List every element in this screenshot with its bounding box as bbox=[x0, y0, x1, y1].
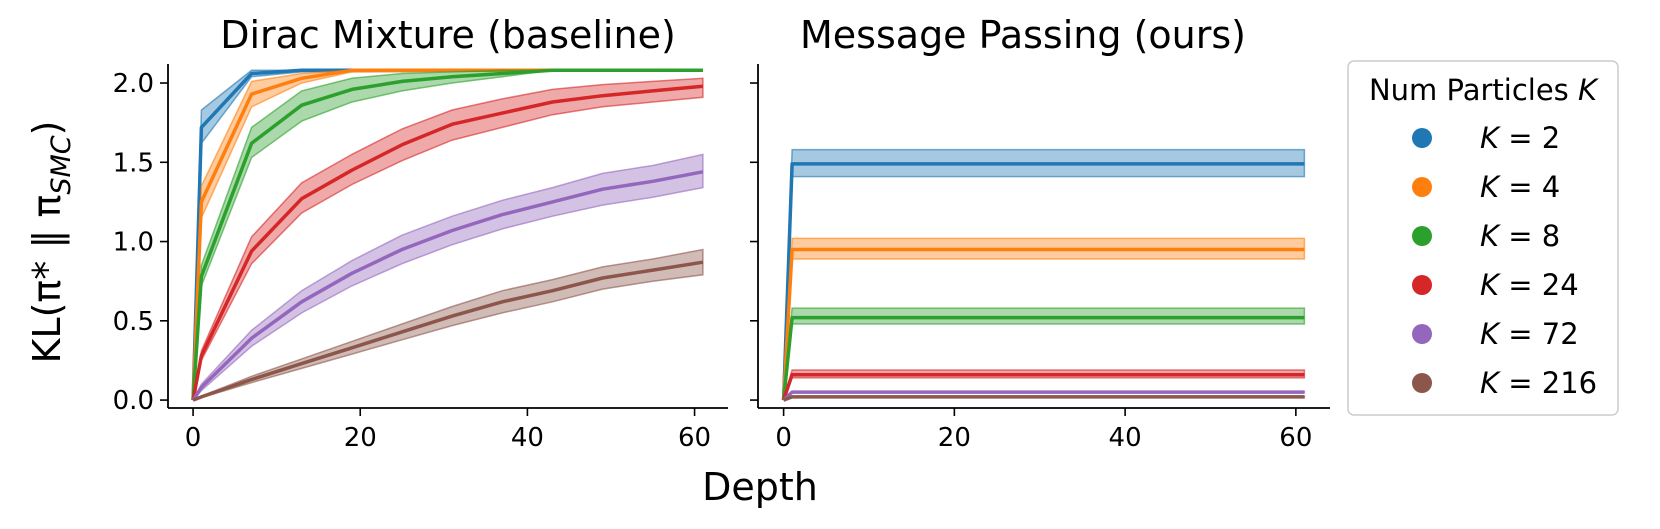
ticks-left: 0 20 40 60 0.0 0.5 1.0 1.5 2.0 bbox=[113, 69, 711, 453]
series-line-k8 bbox=[781, 315, 1305, 401]
legend-label-k: K bbox=[1480, 170, 1501, 204]
x-tick-label: 60 bbox=[678, 423, 711, 453]
legend-label-value: = 24 bbox=[1499, 268, 1579, 302]
band-k72 bbox=[192, 153, 704, 401]
legend-title-text: Num Particles bbox=[1369, 73, 1578, 107]
legend-marker bbox=[1412, 128, 1432, 148]
series-line-k24 bbox=[191, 84, 704, 401]
series-line-k2 bbox=[781, 162, 1305, 401]
legend-title: Num Particles K bbox=[1369, 73, 1599, 107]
series-line-k216 bbox=[782, 395, 1305, 402]
panel-title-right: Message Passing (ours) bbox=[800, 13, 1246, 57]
legend-label-k: K bbox=[1480, 366, 1501, 400]
y-axis-label-subscript: SMC bbox=[46, 135, 77, 194]
band-k2 bbox=[782, 148, 1306, 401]
plot-area-left bbox=[191, 68, 704, 402]
legend-label: K = 216 bbox=[1480, 366, 1597, 400]
series-line-k4 bbox=[191, 68, 703, 401]
y-axis-label-main: KL(π* ‖ π bbox=[25, 195, 70, 364]
x-tick-label: 0 bbox=[185, 423, 202, 453]
legend-label-value: = 4 bbox=[1499, 170, 1560, 204]
legend-label-k: K bbox=[1480, 219, 1501, 253]
legend-marker bbox=[1412, 324, 1432, 344]
legend-marker bbox=[1412, 373, 1432, 393]
plot-area-right bbox=[781, 148, 1306, 402]
legend-label: K = 2 bbox=[1480, 121, 1560, 155]
x-tick-label: 20 bbox=[938, 423, 971, 453]
panel-title-left: Dirac Mixture (baseline) bbox=[220, 13, 676, 57]
legend-label-k: K bbox=[1480, 268, 1501, 302]
legend-title-k: K bbox=[1578, 73, 1599, 107]
series-line-k4 bbox=[781, 247, 1305, 401]
legend-label: K = 4 bbox=[1480, 170, 1560, 204]
y-axis-label-close: ) bbox=[25, 121, 69, 136]
x-tick-label: 20 bbox=[344, 423, 377, 453]
series-line-k8 bbox=[191, 68, 703, 401]
legend-marker bbox=[1412, 177, 1432, 197]
legend-label-k: K bbox=[1480, 317, 1501, 351]
band-k8 bbox=[192, 69, 703, 401]
legend-label-value: = 8 bbox=[1499, 219, 1560, 253]
legend-label: K = 8 bbox=[1480, 219, 1560, 253]
legend-items: K = 2K = 4K = 8K = 24K = 72K = 216 bbox=[1412, 121, 1597, 400]
y-tick-label: 0.0 bbox=[113, 386, 154, 416]
legend-label: K = 24 bbox=[1480, 268, 1579, 302]
y-tick-label: 0.5 bbox=[113, 307, 154, 337]
panel-dirac-mixture: Dirac Mixture (baseline) 0 20 40 60 0.0 0.5 1.… bbox=[113, 13, 728, 453]
y-tick-label: 2.0 bbox=[113, 69, 154, 99]
series-line-k24 bbox=[781, 372, 1305, 401]
y-tick-label: 1.5 bbox=[113, 148, 154, 178]
x-tick-label: 40 bbox=[1109, 423, 1142, 453]
legend-marker bbox=[1412, 226, 1432, 246]
x-axis-label: Depth bbox=[702, 465, 818, 509]
y-axis-label: KL(π* ‖ πSMC) bbox=[25, 121, 77, 364]
band-k8 bbox=[782, 307, 1306, 401]
ticks-right: 0 20 40 60 bbox=[750, 82, 1312, 453]
x-tick-label: 60 bbox=[1279, 423, 1312, 453]
legend-label-value: = 216 bbox=[1499, 366, 1597, 400]
legend-label-value: = 72 bbox=[1499, 317, 1579, 351]
legend: Num Particles K K = 2K = 4K = 8K = 24K =… bbox=[1347, 60, 1619, 416]
panel-message-passing: Message Passing (ours) 0 20 40 60 bbox=[750, 13, 1330, 453]
series-line-k72 bbox=[191, 170, 704, 402]
legend-label: K = 72 bbox=[1480, 317, 1579, 351]
legend-marker bbox=[1412, 275, 1432, 295]
x-tick-label: 40 bbox=[511, 423, 544, 453]
x-tick-label: 0 bbox=[775, 423, 792, 453]
band-k216 bbox=[192, 248, 704, 401]
legend-label-value: = 2 bbox=[1499, 121, 1560, 155]
series-line-k216 bbox=[192, 260, 704, 402]
y-tick-label: 1.0 bbox=[113, 228, 154, 258]
legend-label-k: K bbox=[1480, 121, 1501, 155]
